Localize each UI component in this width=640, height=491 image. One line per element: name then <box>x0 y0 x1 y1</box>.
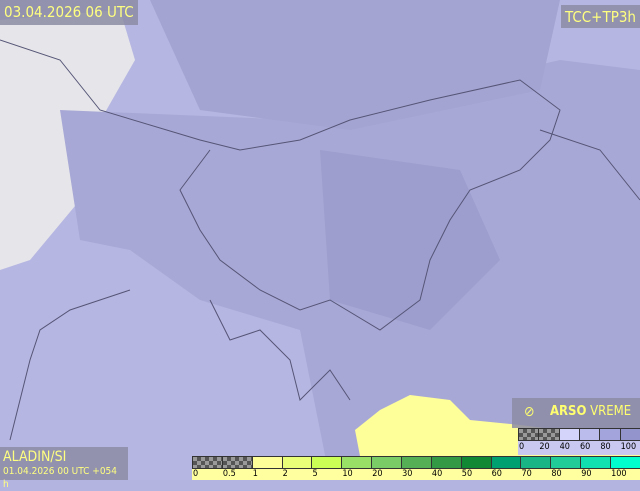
precip-legend-swatch <box>580 456 611 469</box>
precip-legend-tick: 70 <box>521 469 532 479</box>
precip-legend-swatch <box>430 456 461 469</box>
parameter-label: TCC+TP3h <box>560 5 640 28</box>
precip-legend-swatch <box>371 456 402 469</box>
precip-legend-ticks: 0 0.5 1 2 5 10 20 30 40 50 60 70 80 90 100 <box>192 469 640 480</box>
cloud-legend-swatch <box>518 428 539 441</box>
cloud-legend-swatch <box>558 428 579 441</box>
precip-legend-tick: 1 <box>252 469 258 479</box>
precip-legend-swatch <box>341 456 372 469</box>
precip-legend-tick: 20 <box>372 469 383 479</box>
precip-legend-tick: 50 <box>461 469 473 479</box>
precip-legend-tick: 100 <box>611 469 627 479</box>
coastline <box>9 289 351 441</box>
precip-legend-swatch <box>490 456 521 469</box>
country-border <box>0 39 640 331</box>
cloud-legend-tick: 40 <box>559 442 570 452</box>
logo-brand: ARSO <box>550 404 587 419</box>
model-run: 01.04.2026 00 UTC +054 h <box>3 466 117 490</box>
precip-legend-tick: 90 <box>581 469 592 479</box>
precip-legend-tick: 80 <box>551 469 562 479</box>
precip-legend-swatch <box>311 456 342 469</box>
cloud-legend-swatch <box>619 428 640 441</box>
precip-legend-tick: 40 <box>431 469 443 479</box>
arso-logo: ⊘ ARSO VREME <box>512 398 640 428</box>
precip-legend <box>192 456 640 469</box>
cloud-legend-swatch <box>599 428 620 441</box>
cloud-area <box>150 0 560 130</box>
precip-legend-swatch <box>221 456 252 469</box>
valid-time-label: 03.04.2026 06 UTC <box>0 0 138 25</box>
cloud-legend-tick: 100 <box>620 442 637 452</box>
precip-legend-swatch <box>610 456 640 469</box>
model-info: ALADIN/SI 01.04.2026 00 UTC +054 h <box>0 447 128 490</box>
precip-legend-tick: 5 <box>312 469 318 479</box>
precip-legend-swatch <box>192 456 222 469</box>
satellite-icon: ⊘ <box>524 404 535 420</box>
precip-legend-swatch <box>460 456 491 469</box>
cloud-legend-swatch <box>578 428 600 441</box>
cloud-legend-tick: 20 <box>539 442 550 452</box>
cloud-legend-tick: 80 <box>600 442 611 452</box>
precip-legend-swatch <box>550 456 581 469</box>
cloud-legend <box>518 428 640 441</box>
cloud-legend-swatch <box>538 428 559 441</box>
precip-legend-tick: 2 <box>282 469 288 479</box>
precip-legend-swatch <box>401 456 431 469</box>
precip-legend-tick: 30 <box>402 469 413 479</box>
precip-legend-tick: 0 <box>193 469 199 479</box>
cloud-area <box>320 150 500 330</box>
precip-legend-swatch <box>251 456 282 469</box>
precip-legend-swatch <box>520 456 551 469</box>
logo-product: VREME <box>590 404 632 419</box>
precip-legend-tick: 0.5 <box>222 469 236 479</box>
cloud-legend-tick: 60 <box>580 442 591 452</box>
precip-legend-tick: 60 <box>491 469 502 479</box>
cloud-legend-tick: 0 <box>519 442 525 452</box>
model-name: ALADIN/SI <box>3 449 67 465</box>
cloud-legend-ticks: 0 20 40 60 80 100 <box>518 441 640 455</box>
precip-legend-swatch <box>281 456 312 469</box>
precip-legend-tick: 10 <box>342 469 353 479</box>
